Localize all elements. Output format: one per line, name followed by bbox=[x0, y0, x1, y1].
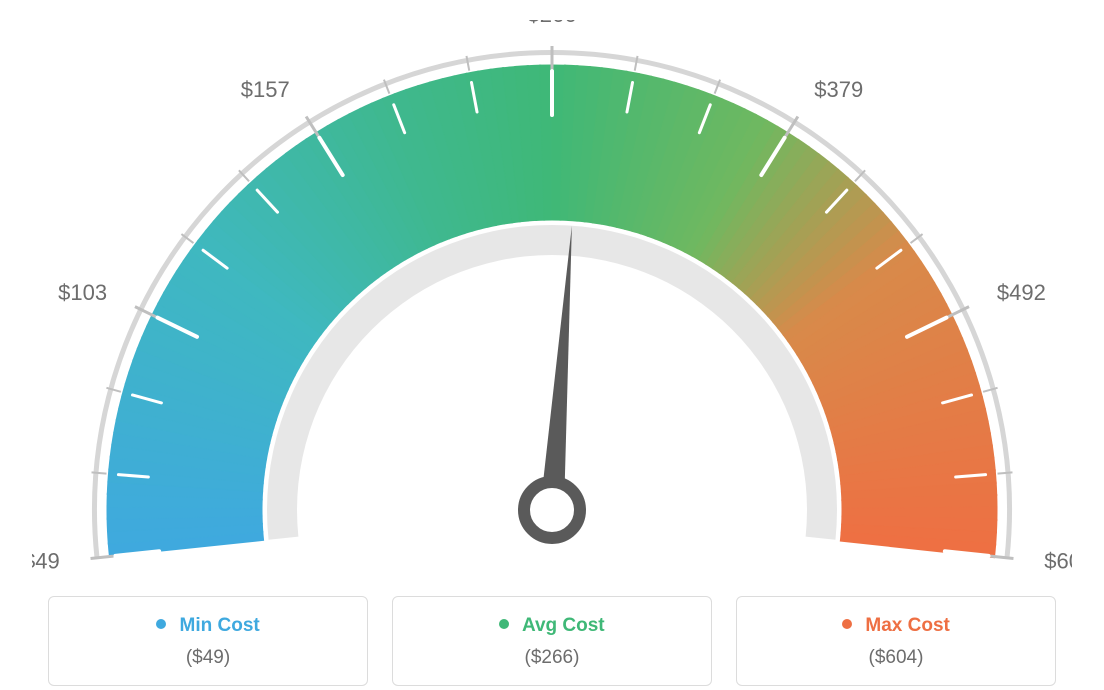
gauge-area: $49 $103 $157 $266 $379 $492 $604 bbox=[20, 20, 1084, 590]
legend-label-avg: Avg Cost bbox=[393, 615, 711, 637]
legend-label-avg-text: Avg Cost bbox=[522, 615, 605, 636]
gauge-scale-label: $49 bbox=[32, 549, 60, 574]
dot-min-icon bbox=[156, 619, 166, 629]
gauge-scale-label: $266 bbox=[528, 20, 577, 27]
gauge-needle-hub bbox=[524, 482, 580, 538]
legend-label-min: Min Cost bbox=[49, 615, 367, 637]
legend-label-max: Max Cost bbox=[737, 615, 1055, 637]
dot-avg-icon bbox=[499, 619, 509, 629]
gauge-scale-label: $379 bbox=[814, 77, 863, 102]
legend-value-min: ($49) bbox=[49, 647, 367, 669]
gauge-scale-label: $492 bbox=[997, 280, 1046, 305]
gauge-svg: $49 $103 $157 $266 $379 $492 $604 bbox=[32, 20, 1072, 580]
cost-gauge-widget: $49 $103 $157 $266 $379 $492 $604 Min Cost ($4… bbox=[0, 0, 1104, 690]
legend-label-min-text: Min Cost bbox=[180, 615, 260, 636]
legend-card-max: Max Cost ($604) bbox=[736, 596, 1056, 686]
gauge-scale-label: $103 bbox=[58, 280, 107, 305]
legend-row: Min Cost ($49) Avg Cost ($266) Max Cost … bbox=[20, 596, 1084, 686]
legend-card-avg: Avg Cost ($266) bbox=[392, 596, 712, 686]
legend-label-max-text: Max Cost bbox=[865, 615, 949, 636]
legend-card-min: Min Cost ($49) bbox=[48, 596, 368, 686]
legend-value-max: ($604) bbox=[737, 647, 1055, 669]
dot-max-icon bbox=[842, 619, 852, 629]
gauge-scale-label: $157 bbox=[241, 77, 290, 102]
legend-value-avg: ($266) bbox=[393, 647, 711, 669]
gauge-scale-label: $604 bbox=[1044, 549, 1072, 574]
